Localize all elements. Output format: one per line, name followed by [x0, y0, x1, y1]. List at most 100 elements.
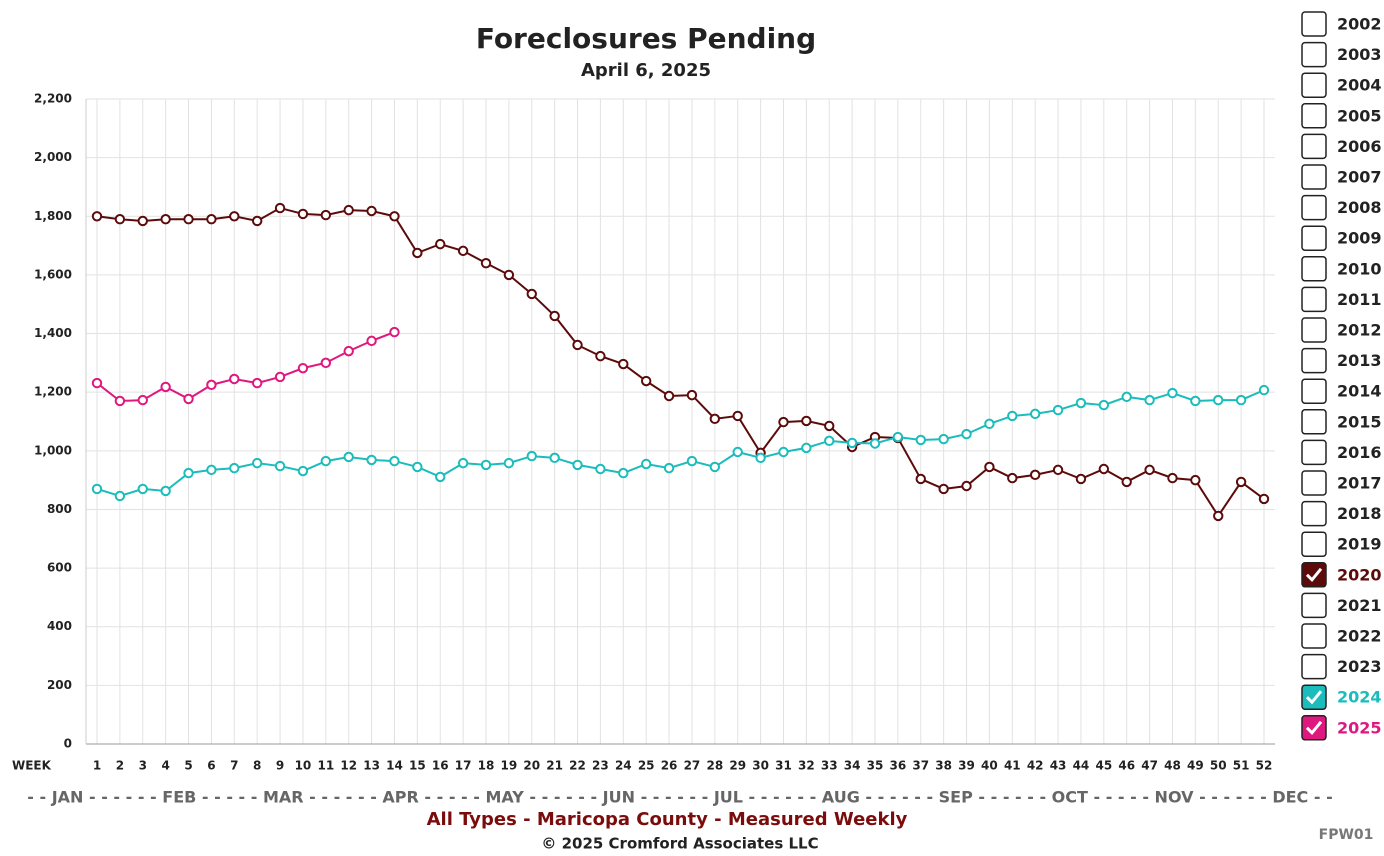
chart-title: Foreclosures Pending	[476, 22, 816, 55]
legend-label[interactable]: 2015	[1337, 412, 1382, 431]
data-point	[297, 208, 309, 220]
data-point	[91, 211, 103, 222]
x-tick-label: 42	[1027, 759, 1044, 773]
data-point	[984, 461, 995, 473]
data-point	[1075, 473, 1087, 485]
legend-label[interactable]: 2020	[1337, 565, 1382, 584]
data-point	[595, 350, 606, 362]
data-point	[938, 433, 949, 445]
legend-label[interactable]: 2003	[1337, 45, 1382, 64]
x-axis-label: WEEK	[12, 759, 52, 773]
legend-label[interactable]: 2018	[1337, 504, 1382, 523]
legend-label[interactable]: 2007	[1337, 168, 1382, 187]
legend-label[interactable]: 2021	[1337, 596, 1382, 615]
legend-label[interactable]: 2019	[1337, 535, 1382, 554]
legend-label[interactable]: 2022	[1337, 627, 1382, 646]
legend-checkbox[interactable]	[1301, 194, 1327, 221]
legend-checkbox[interactable]	[1301, 715, 1327, 741]
legend-label[interactable]: 2004	[1337, 76, 1382, 95]
data-point	[778, 416, 789, 428]
x-tick-label: 50	[1210, 759, 1227, 773]
data-point	[366, 205, 377, 217]
data-point	[320, 455, 332, 467]
x-tick-label: 37	[912, 759, 929, 773]
data-point	[343, 204, 354, 216]
legend-checkbox[interactable]	[1301, 133, 1327, 160]
x-tick-label: 31	[775, 759, 792, 773]
legend-label[interactable]: 2013	[1337, 351, 1382, 370]
legend-checkbox[interactable]	[1301, 562, 1327, 588]
data-point	[1213, 510, 1224, 522]
data-point	[229, 373, 240, 385]
legend-checkbox[interactable]	[1301, 531, 1327, 557]
legend-label[interactable]: 2016	[1337, 443, 1382, 462]
legend-label[interactable]: 2024	[1337, 688, 1382, 707]
check-mark	[1305, 567, 1323, 583]
legend-checkbox[interactable]	[1301, 41, 1327, 68]
legend-checkbox[interactable]	[1301, 72, 1327, 98]
data-point	[1075, 397, 1087, 409]
data-point	[915, 473, 926, 485]
legend-label[interactable]: 2008	[1337, 198, 1382, 217]
x-tick-label: 48	[1164, 759, 1181, 773]
x-tick-label: 32	[798, 759, 815, 773]
data-point	[1258, 384, 1270, 396]
legend-checkbox[interactable]	[1301, 378, 1327, 404]
data-point	[755, 452, 766, 464]
legend-label[interactable]: 2002	[1337, 15, 1382, 34]
x-tick-label: 22	[569, 759, 586, 773]
y-tick-label: 2,200	[34, 92, 72, 106]
legend-label[interactable]: 2010	[1337, 259, 1382, 278]
data-point	[709, 461, 721, 473]
data-point	[1213, 394, 1224, 406]
data-point	[1029, 469, 1041, 481]
legend-label[interactable]: 2012	[1337, 321, 1382, 340]
legend-label[interactable]: 2014	[1337, 382, 1382, 401]
legend-label[interactable]: 2025	[1337, 718, 1382, 737]
y-tick-label: 1,200	[34, 385, 72, 399]
data-point	[572, 459, 583, 471]
month-row: - - JAN - - - - - - FEB - - - - - MAR - …	[27, 788, 1332, 807]
data-point	[1235, 476, 1247, 488]
x-tick-label: 6	[207, 759, 215, 773]
data-point	[435, 238, 446, 250]
data-point	[984, 418, 995, 430]
legend-checkbox[interactable]	[1301, 256, 1327, 282]
x-tick-label: 28	[706, 759, 723, 773]
data-point	[846, 437, 858, 449]
legend-checkbox[interactable]	[1301, 623, 1327, 649]
x-tick-label: 29	[729, 759, 746, 773]
data-point	[503, 269, 515, 281]
legend-checkbox[interactable]	[1301, 470, 1327, 496]
legend-checkbox[interactable]	[1301, 103, 1327, 129]
legend-checkbox[interactable]	[1301, 500, 1327, 527]
data-point	[435, 471, 446, 483]
legend-checkbox[interactable]	[1301, 409, 1327, 435]
check-mark	[1305, 690, 1323, 705]
data-point	[206, 214, 217, 225]
legend-label[interactable]: 2011	[1337, 290, 1382, 309]
legend-checkbox[interactable]	[1301, 225, 1327, 251]
legend-checkbox[interactable]	[1301, 164, 1327, 190]
legend-checkbox[interactable]	[1301, 286, 1327, 313]
legend-checkbox[interactable]	[1301, 653, 1327, 680]
legend-checkbox[interactable]	[1301, 684, 1327, 710]
data-point	[961, 480, 972, 492]
data-point	[686, 389, 698, 401]
legend-checkbox[interactable]	[1301, 317, 1327, 343]
data-point	[320, 209, 332, 221]
data-point	[343, 451, 354, 463]
legend-checkbox[interactable]	[1301, 439, 1327, 466]
x-tick-label: 23	[592, 759, 609, 773]
legend-checkbox[interactable]	[1301, 592, 1327, 619]
legend-label[interactable]: 2005	[1337, 106, 1382, 125]
chart-code: FPW01	[1319, 827, 1374, 843]
legend-checkbox[interactable]	[1301, 347, 1327, 374]
legend-label[interactable]: 2006	[1337, 137, 1382, 156]
legend-label[interactable]: 2017	[1337, 474, 1382, 493]
legend-label[interactable]: 2009	[1337, 229, 1382, 248]
legend-label[interactable]: 2023	[1337, 657, 1382, 676]
data-point	[91, 377, 103, 389]
legend-checkbox[interactable]	[1301, 11, 1327, 37]
